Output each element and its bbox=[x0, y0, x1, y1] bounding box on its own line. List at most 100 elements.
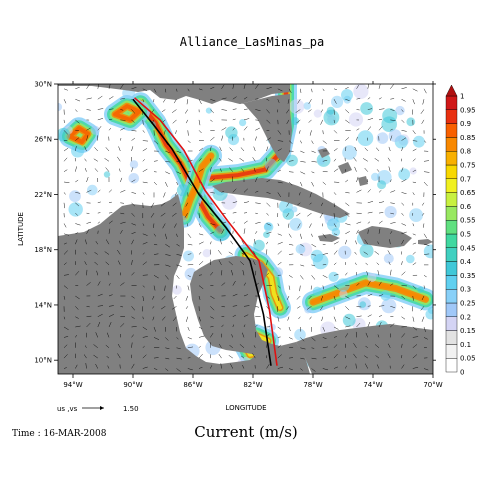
current-vector bbox=[75, 86, 80, 90]
current-vector bbox=[86, 269, 88, 276]
current-vector bbox=[240, 355, 245, 359]
current-vector bbox=[345, 202, 350, 207]
current-vector bbox=[108, 322, 112, 328]
colorbar-label: 0.65 bbox=[460, 189, 476, 197]
current-vector bbox=[221, 306, 225, 308]
current-vector bbox=[255, 177, 258, 183]
current-vector bbox=[108, 127, 112, 131]
current-vector bbox=[288, 140, 293, 144]
figure-caption: Current (m/s) bbox=[194, 423, 298, 441]
current-vector bbox=[356, 136, 358, 141]
current-vector bbox=[288, 88, 292, 94]
current-vector bbox=[378, 84, 381, 89]
current-vector bbox=[210, 316, 214, 319]
current-vector bbox=[296, 295, 301, 300]
current-vector bbox=[232, 96, 237, 100]
current-vector bbox=[378, 315, 382, 317]
current-vector bbox=[106, 332, 110, 338]
current-vector bbox=[255, 202, 261, 204]
current-vector bbox=[86, 109, 91, 111]
current-vector bbox=[252, 157, 256, 162]
current-vector bbox=[277, 316, 280, 322]
current-vector bbox=[365, 262, 368, 266]
current-vector bbox=[356, 109, 360, 111]
current-vector bbox=[354, 166, 357, 172]
colorbar-label: 0.75 bbox=[460, 162, 476, 170]
current-vector bbox=[108, 189, 112, 193]
speed-cell bbox=[342, 313, 356, 327]
current-vector bbox=[221, 179, 223, 183]
current-vector bbox=[153, 140, 159, 145]
current-vector bbox=[187, 253, 192, 255]
current-vector bbox=[153, 275, 159, 279]
current-vector bbox=[142, 119, 144, 125]
current-vector bbox=[187, 326, 190, 331]
current-vector bbox=[266, 241, 268, 245]
colorbar-segment bbox=[445, 358, 458, 373]
current-vector bbox=[75, 166, 77, 172]
current-vector bbox=[187, 233, 192, 239]
current-vector bbox=[176, 264, 182, 267]
current-vector bbox=[390, 306, 396, 308]
current-vector bbox=[255, 324, 258, 328]
current-vector bbox=[86, 228, 90, 234]
current-vector bbox=[171, 109, 177, 113]
current-vector bbox=[142, 326, 148, 331]
current-vector bbox=[364, 239, 368, 245]
current-vector bbox=[288, 160, 294, 162]
current-vector bbox=[232, 127, 235, 131]
current-vector bbox=[345, 231, 350, 234]
current-vector bbox=[345, 325, 351, 328]
current-vector bbox=[387, 250, 391, 255]
current-vector bbox=[142, 295, 145, 302]
current-vector bbox=[243, 201, 250, 204]
current-vector bbox=[107, 271, 110, 276]
land-bahamas bbox=[318, 148, 368, 186]
current-vector bbox=[142, 140, 149, 142]
current-vector bbox=[153, 337, 160, 340]
speed-cell bbox=[384, 205, 397, 219]
current-vector bbox=[243, 126, 248, 131]
colorbar-label: 0.1 bbox=[460, 341, 471, 349]
current-vector bbox=[412, 158, 416, 162]
current-vector bbox=[255, 109, 261, 111]
colorbar-segment bbox=[445, 261, 458, 276]
current-vector bbox=[218, 157, 222, 162]
current-vector bbox=[311, 140, 314, 144]
current-vector bbox=[228, 251, 233, 255]
speed-cell bbox=[409, 167, 417, 175]
current-vector bbox=[173, 316, 177, 322]
reference-vector-value: 1.50 bbox=[123, 405, 139, 413]
current-vector bbox=[176, 254, 182, 256]
current-vector bbox=[420, 306, 425, 311]
y-tick-label: 30°N bbox=[34, 81, 52, 89]
current-vector bbox=[266, 272, 270, 276]
current-vector bbox=[333, 295, 336, 301]
current-vector bbox=[277, 140, 284, 142]
current-vector bbox=[345, 212, 350, 217]
speed-cell bbox=[205, 107, 212, 114]
current-vector bbox=[198, 99, 202, 105]
current-vector bbox=[322, 233, 327, 239]
current-vector bbox=[367, 293, 373, 297]
current-vector bbox=[423, 326, 426, 332]
current-vector bbox=[230, 363, 233, 369]
current-vector bbox=[333, 262, 337, 266]
x-tick-label: 90°W bbox=[123, 381, 142, 389]
current-vector bbox=[86, 306, 90, 308]
speed-cell bbox=[336, 278, 350, 292]
current-vector bbox=[355, 262, 357, 266]
current-vector bbox=[243, 324, 246, 328]
current-vector bbox=[210, 241, 212, 245]
colorbar-label: 0.7 bbox=[460, 175, 471, 183]
speed-cell bbox=[289, 99, 305, 115]
current-vector bbox=[240, 261, 245, 266]
current-vector bbox=[277, 354, 282, 359]
current-vector bbox=[345, 98, 350, 101]
speed-cell bbox=[202, 249, 211, 258]
current-vector bbox=[84, 345, 87, 348]
speed-cell bbox=[359, 301, 367, 308]
current-vector bbox=[151, 202, 155, 208]
current-vector bbox=[255, 306, 260, 308]
current-vector bbox=[142, 148, 148, 152]
